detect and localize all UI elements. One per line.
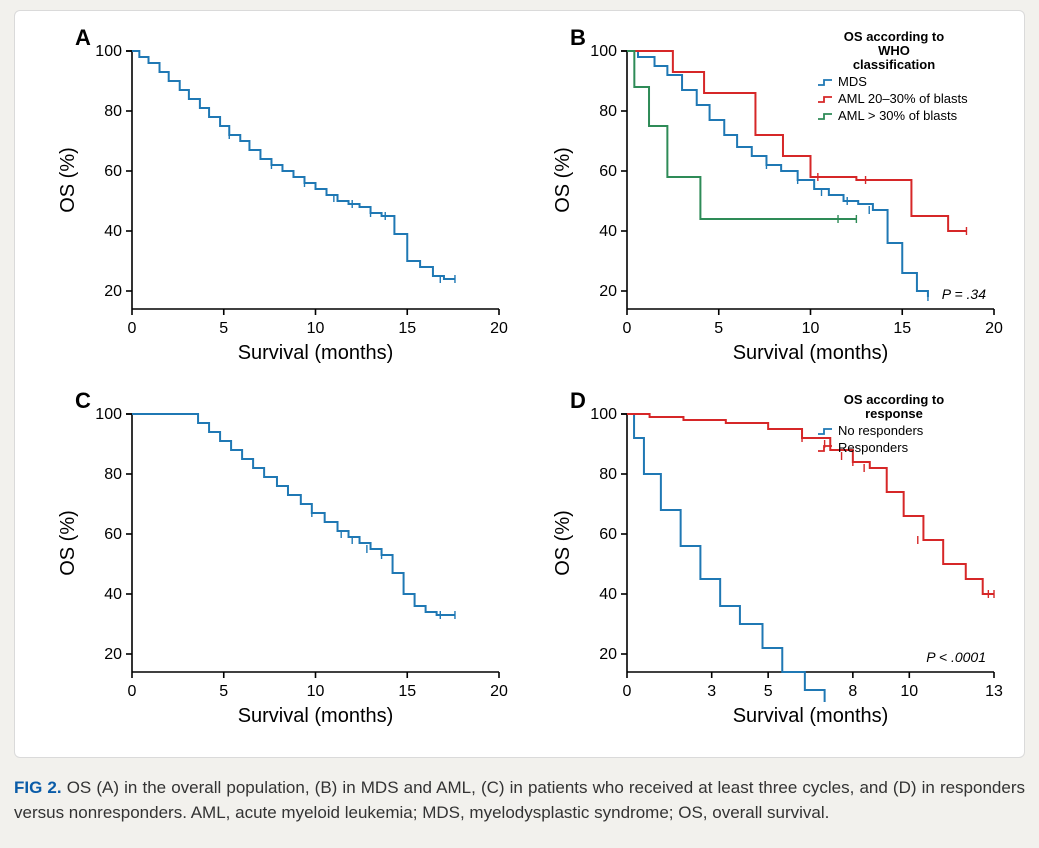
svg-text:AML > 30% of blasts: AML > 30% of blasts [838,108,958,123]
x-tick-label: 3 [707,683,716,700]
km-series [132,51,455,279]
y-tick-label: 60 [104,163,122,180]
y-tick-label: 100 [95,43,122,60]
x-tick-label: 15 [398,683,416,700]
panel-letter: A [75,25,91,50]
x-axis-label: Survival (months) [238,705,394,727]
svg-text:OS according to: OS according to [843,392,943,407]
panel-D: D 20 40 60 80 100 0 3 5 8 10 13 Survival (months) OS … [522,384,1013,739]
x-axis-label: Survival (months) [732,342,888,364]
svg-text:AML 20–30% of blasts: AML 20–30% of blasts [838,91,968,106]
x-tick-label: 0 [128,320,137,337]
x-tick-label: 10 [307,320,325,337]
legend: OS according toresponse No responders Resp… [818,392,944,455]
y-tick-label: 20 [104,283,122,300]
y-tick-label: 80 [599,466,617,483]
y-tick-label: 60 [599,163,617,180]
panel-letter: C [75,388,91,413]
y-tick-label: 80 [104,466,122,483]
km-series [627,414,994,594]
panel-C: C 20 40 60 80 100 0 5 10 15 20 Survival (months) OS … [27,384,518,739]
x-axis-label: Survival (months) [238,342,394,364]
y-tick-label: 60 [104,526,122,543]
y-tick-label: 40 [104,223,122,240]
x-tick-label: 20 [490,320,508,337]
figure-caption: FIG 2. OS (A) in the overall population,… [14,776,1025,825]
y-tick-label: 100 [590,43,617,60]
chart-card: A2040608010005101520Survival (months)OS … [14,10,1025,758]
km-chart-D: D 20 40 60 80 100 0 3 5 8 10 13 Survival (months) OS … [522,384,1012,734]
y-tick-label: 20 [104,646,122,663]
x-tick-label: 5 [219,320,228,337]
x-tick-label: 15 [893,320,911,337]
svg-text:WHO: WHO [878,43,910,58]
x-tick-label: 10 [801,320,819,337]
svg-text:classification: classification [852,57,934,72]
panel-letter: B [570,25,586,50]
x-tick-label: 0 [622,683,631,700]
legend: OS according toWHOclassification MDS AML 2… [818,29,968,123]
x-tick-label: 10 [307,683,325,700]
figure-wrapper: A2040608010005101520Survival (months)OS … [0,0,1039,845]
x-axis-label: Survival (months) [732,705,888,727]
y-axis-label: OS (%) [57,147,79,213]
x-tick-label: 10 [900,683,918,700]
panel-A: A 20 40 60 80 100 0 5 10 15 20 Survival (months) OS … [27,21,518,376]
y-tick-label: 40 [104,586,122,603]
svg-text:response: response [865,406,923,421]
y-tick-label: 100 [95,406,122,423]
y-axis-label: OS (%) [552,147,574,213]
x-tick-label: 13 [985,683,1003,700]
y-tick-label: 80 [599,103,617,120]
x-tick-label: 8 [848,683,857,700]
y-axis-label: OS (%) [57,510,79,576]
km-series [627,51,928,297]
y-tick-label: 20 [599,283,617,300]
km-series [132,414,455,615]
y-tick-label: 100 [590,406,617,423]
x-tick-label: 5 [714,320,723,337]
svg-text:MDS: MDS [838,74,867,89]
x-tick-label: 20 [490,683,508,700]
p-value: P = .34 [941,286,985,302]
y-tick-label: 40 [599,223,617,240]
panel-grid: A2040608010005101520Survival (months)OS … [27,21,1012,739]
panel-letter: D [570,388,586,413]
km-chart-A: A 20 40 60 80 100 0 5 10 15 20 Survival (months) OS … [27,21,517,371]
panel-B: B 20 40 60 80 100 0 5 10 15 20 Survival (months) OS … [522,21,1013,376]
x-tick-label: 5 [763,683,772,700]
x-tick-label: 0 [128,683,137,700]
x-tick-label: 15 [398,320,416,337]
svg-text:Responders: Responders [838,440,909,455]
y-tick-label: 60 [599,526,617,543]
y-tick-label: 80 [104,103,122,120]
km-chart-C: C 20 40 60 80 100 0 5 10 15 20 Survival (months) OS … [27,384,517,734]
figure-caption-text: OS (A) in the overall population, (B) in… [14,778,1025,822]
p-value: P < .0001 [926,649,986,665]
km-series [627,414,825,702]
km-chart-B: B 20 40 60 80 100 0 5 10 15 20 Survival (months) OS … [522,21,1012,371]
x-tick-label: 5 [219,683,228,700]
svg-text:OS according to: OS according to [843,29,943,44]
y-tick-label: 20 [599,646,617,663]
x-tick-label: 20 [985,320,1003,337]
km-series [627,51,966,231]
x-tick-label: 0 [622,320,631,337]
y-axis-label: OS (%) [552,510,574,576]
figure-label: FIG 2. [14,778,62,797]
svg-text:No responders: No responders [838,423,924,438]
y-tick-label: 40 [599,586,617,603]
